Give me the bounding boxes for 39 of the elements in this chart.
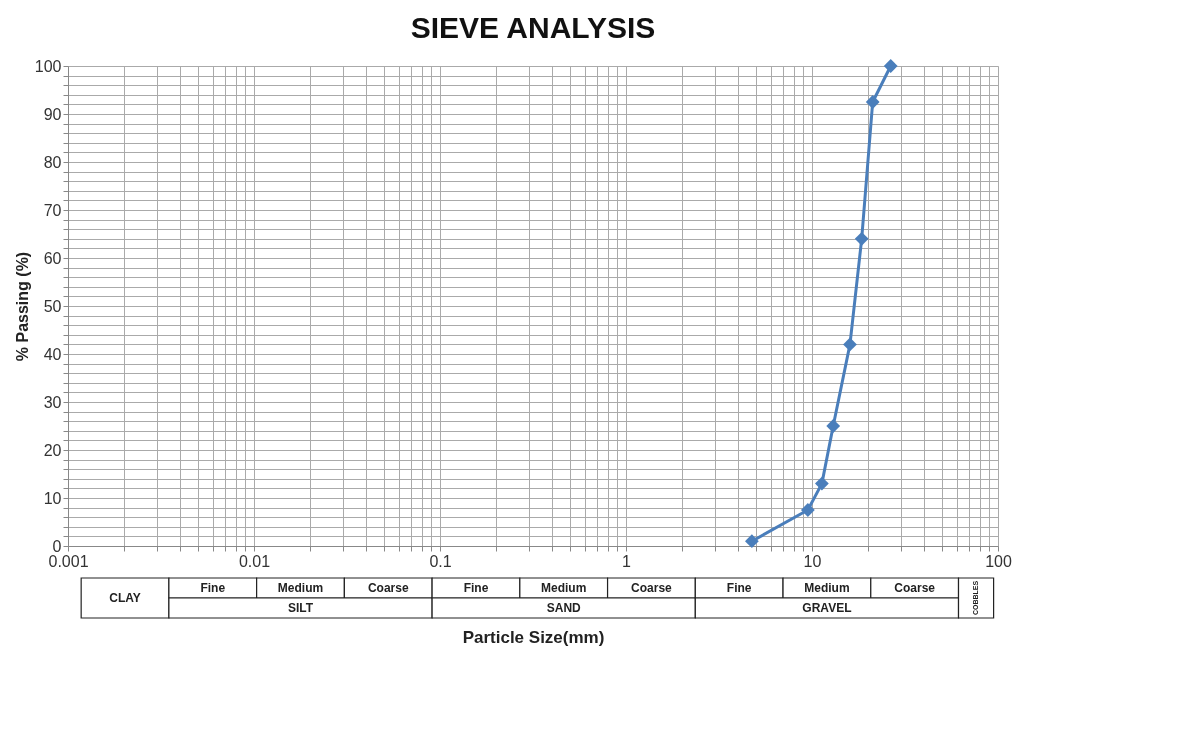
point <box>800 503 815 517</box>
y-axis-title: % Passing (%) <box>13 251 31 362</box>
text: Fine <box>726 581 752 595</box>
y-tick-label: 70 <box>43 201 62 219</box>
text: Coarse <box>894 581 936 595</box>
x-tick-label: 0.001 <box>48 552 89 570</box>
point <box>843 337 857 352</box>
text: SILT <box>287 601 314 615</box>
point <box>854 231 869 246</box>
point <box>883 59 898 73</box>
y-tick-label: 50 <box>43 297 62 315</box>
point <box>814 476 829 491</box>
text: CLAY <box>109 591 141 605</box>
text: SAND <box>546 601 582 615</box>
y-tick-label: 100 <box>34 57 62 75</box>
point <box>826 419 841 433</box>
y-tick-label: 0 <box>52 537 62 555</box>
y-tick-label: 80 <box>43 153 62 171</box>
y-tick-label: 30 <box>43 393 62 411</box>
text: Fine <box>463 581 489 595</box>
x-tick-label: 1 <box>622 552 632 570</box>
y-tick-label: 90 <box>43 105 62 123</box>
x-tick-label: 100 <box>985 552 1012 570</box>
text: Medium <box>804 581 850 595</box>
text: Coarse <box>367 581 409 595</box>
y-tick-label: 40 <box>43 345 62 363</box>
text: Medium <box>277 581 324 595</box>
text: Medium <box>541 581 587 595</box>
y-tick-label: 10 <box>43 489 62 507</box>
y-tick-label: 20 <box>43 441 62 459</box>
text: Coarse <box>631 581 673 595</box>
x-axis-title: Particle Size(mm) <box>462 627 605 647</box>
x-tick-label: 10 <box>803 552 822 570</box>
x-tick-label: 0.01 <box>238 552 271 570</box>
chart-title: SIEVE ANALYSIS <box>410 11 656 44</box>
text: Fine <box>200 581 226 595</box>
y-tick-label: 60 <box>43 249 62 267</box>
text: GRAVEL <box>802 601 852 615</box>
x-tick-label: 0.1 <box>429 552 452 570</box>
